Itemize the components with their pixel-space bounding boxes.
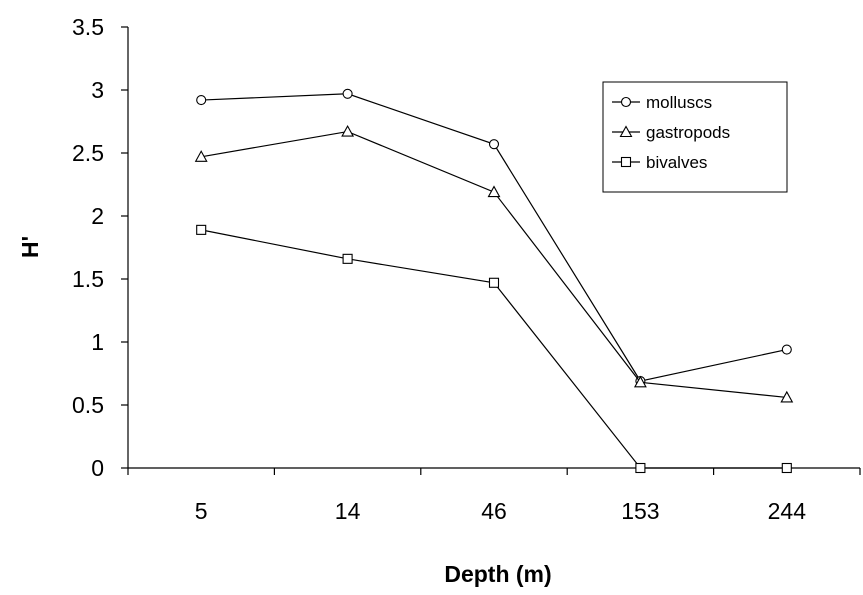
data-point-gastropods xyxy=(633,375,647,388)
y-tick-label: 3.5 xyxy=(72,14,104,40)
x-tick-label: 46 xyxy=(481,498,507,524)
y-tick-label: 0.5 xyxy=(72,392,104,418)
legend-marker xyxy=(619,125,633,138)
y-axis-title: H' xyxy=(17,236,43,258)
y-axis-ticks: 0 0.5 1 1.5 2 2.5 3 3.5 xyxy=(72,14,128,481)
x-tick-label: 5 xyxy=(195,498,208,524)
legend-item-bivalves: bivalves xyxy=(612,153,707,172)
y-tick-label: 0 xyxy=(91,455,104,481)
data-point-bivalves xyxy=(488,277,500,288)
legend-label: molluscs xyxy=(646,93,712,112)
data-point-gastropods xyxy=(780,390,794,403)
series-layer xyxy=(194,88,794,474)
legend-item-gastropods: gastropods xyxy=(612,123,730,142)
y-tick-label: 2.5 xyxy=(72,140,104,166)
data-point-molluscs xyxy=(781,344,792,355)
legend-label: bivalves xyxy=(646,153,707,172)
data-point-bivalves xyxy=(342,253,353,264)
y-tick-label: 1 xyxy=(91,329,104,355)
legend-marker xyxy=(620,96,632,108)
x-tick-label: 14 xyxy=(335,498,361,524)
data-point-gastropods xyxy=(341,124,355,137)
data-point-molluscs xyxy=(196,95,207,106)
series-bivalves xyxy=(196,224,792,474)
data-point-bivalves xyxy=(781,462,792,474)
data-point-molluscs xyxy=(488,139,500,150)
x-axis-ticks: 5 14 46 153 244 xyxy=(127,468,861,524)
y-tick-label: 1.5 xyxy=(72,266,104,292)
data-point-bivalves xyxy=(635,462,646,474)
legend-box xyxy=(602,81,788,193)
y-tick-label: 3 xyxy=(91,77,104,103)
legend-item-molluscs: molluscs xyxy=(612,93,712,112)
data-point-gastropods xyxy=(194,150,208,162)
x-tick-label: 244 xyxy=(768,498,807,524)
x-tick-label: 153 xyxy=(621,498,659,524)
data-point-molluscs xyxy=(342,88,353,99)
legend-marker xyxy=(620,156,632,168)
data-point-gastropods xyxy=(487,185,501,198)
legend-label: gastropods xyxy=(646,123,730,142)
y-tick-label: 2 xyxy=(91,203,104,229)
x-axis-title: Depth (m) xyxy=(444,561,551,587)
series-line-bivalves xyxy=(201,229,787,469)
data-point-bivalves xyxy=(196,224,207,235)
legend: molluscs gastropods bivalves xyxy=(602,81,788,193)
series-gastropods xyxy=(194,124,794,403)
